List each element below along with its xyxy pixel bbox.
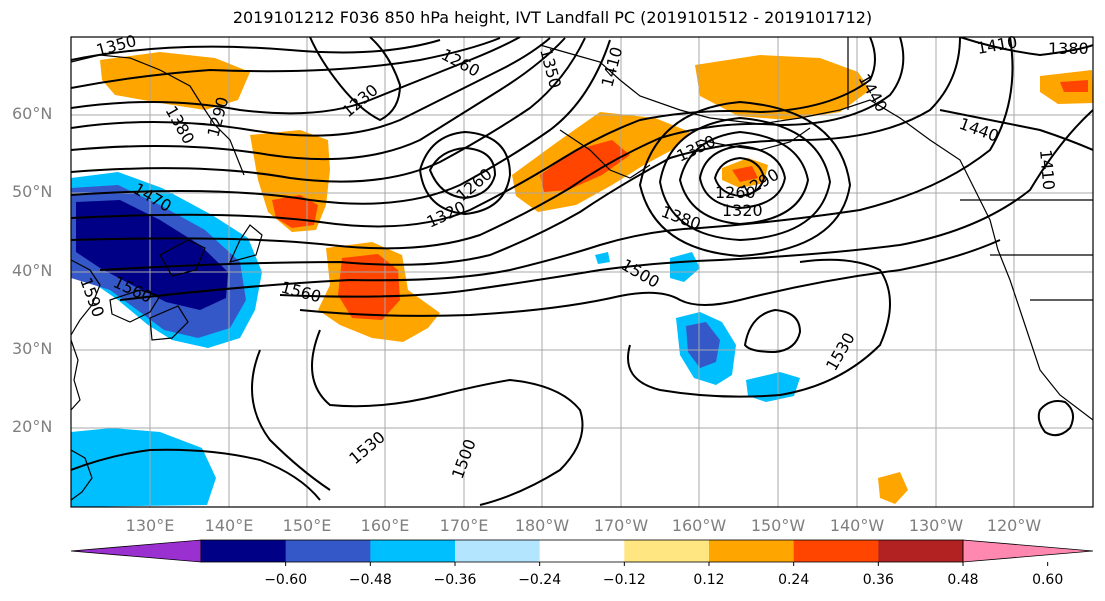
ivt-positive-region — [540, 140, 630, 192]
contour-label: 1260 — [715, 183, 756, 202]
colorbar-swatch — [201, 540, 287, 562]
colorbar-swatch — [370, 540, 456, 562]
lat-label: 60°N — [12, 104, 53, 123]
ivt-positive-region — [732, 166, 758, 182]
ivt-negative-region — [71, 428, 216, 507]
lon-label: 170°W — [593, 516, 649, 535]
colorbar-swatch — [793, 540, 879, 562]
lon-label: 140°W — [829, 516, 885, 535]
ivt-negative-region — [670, 252, 700, 282]
ivt-positive-region — [1060, 80, 1088, 92]
colorbar-swatch — [709, 540, 795, 562]
colorbar-swatch — [624, 540, 710, 562]
colorbar-extend-min — [70, 539, 202, 563]
lon-label: 130°E — [125, 516, 175, 535]
lat-label: 50°N — [12, 182, 53, 201]
ivt-positive-region — [878, 472, 908, 504]
lon-label: 150°W — [750, 516, 806, 535]
contour-label: 1410 — [1036, 149, 1058, 191]
ivt-negative-region — [686, 322, 720, 368]
colorbar-tick-label: 0.60 — [1032, 572, 1064, 588]
colorbar-tick-label: 0.12 — [693, 572, 725, 588]
colorbar-tick-label: −0.48 — [348, 572, 392, 588]
colorbar-tick-label: 0.24 — [778, 572, 810, 588]
lat-label: 40°N — [12, 261, 53, 280]
map-frame — [70, 36, 1094, 508]
lat-label: 30°N — [12, 339, 53, 358]
colorbar-tick-label: −0.60 — [264, 572, 308, 588]
colorbar-swatch — [455, 540, 541, 562]
colorbar — [70, 539, 1094, 566]
ivt-positive-region — [100, 52, 250, 110]
height-contours — [71, 37, 1093, 506]
ivt-negative-region — [595, 252, 610, 264]
lon-label: 130°W — [908, 516, 964, 535]
colorbar-swatch — [878, 540, 964, 562]
colorbar-tick-label: −0.36 — [433, 572, 477, 588]
lon-label: 120°W — [986, 516, 1042, 535]
ivt-negative-region — [76, 200, 228, 310]
colorbar-tick-label: 0.36 — [862, 572, 894, 588]
colorbar-swatch — [539, 540, 625, 562]
colorbar-tick-label: −0.12 — [602, 572, 646, 588]
lon-label: 180°W — [514, 516, 570, 535]
lon-label: 140°E — [204, 516, 254, 535]
colorbar-frame — [200, 539, 964, 563]
contour-label: 1380 — [1048, 39, 1089, 58]
ivt-positive-region — [695, 55, 870, 120]
colorbar-tick-label: 0.48 — [947, 572, 979, 588]
lat-label: 20°N — [12, 417, 53, 436]
lon-label: 160°E — [360, 516, 410, 535]
lon-label: 160°W — [671, 516, 727, 535]
lon-label: 170°E — [439, 516, 489, 535]
lon-label: 150°E — [282, 516, 332, 535]
map-title: 2019101212 F036 850 hPa height, IVT Land… — [232, 8, 873, 27]
contour-label: 1320 — [722, 201, 763, 220]
colorbar-tick-label: −0.24 — [518, 572, 562, 588]
colorbar-swatch — [285, 540, 371, 562]
colorbar-extend-max — [962, 539, 1094, 563]
